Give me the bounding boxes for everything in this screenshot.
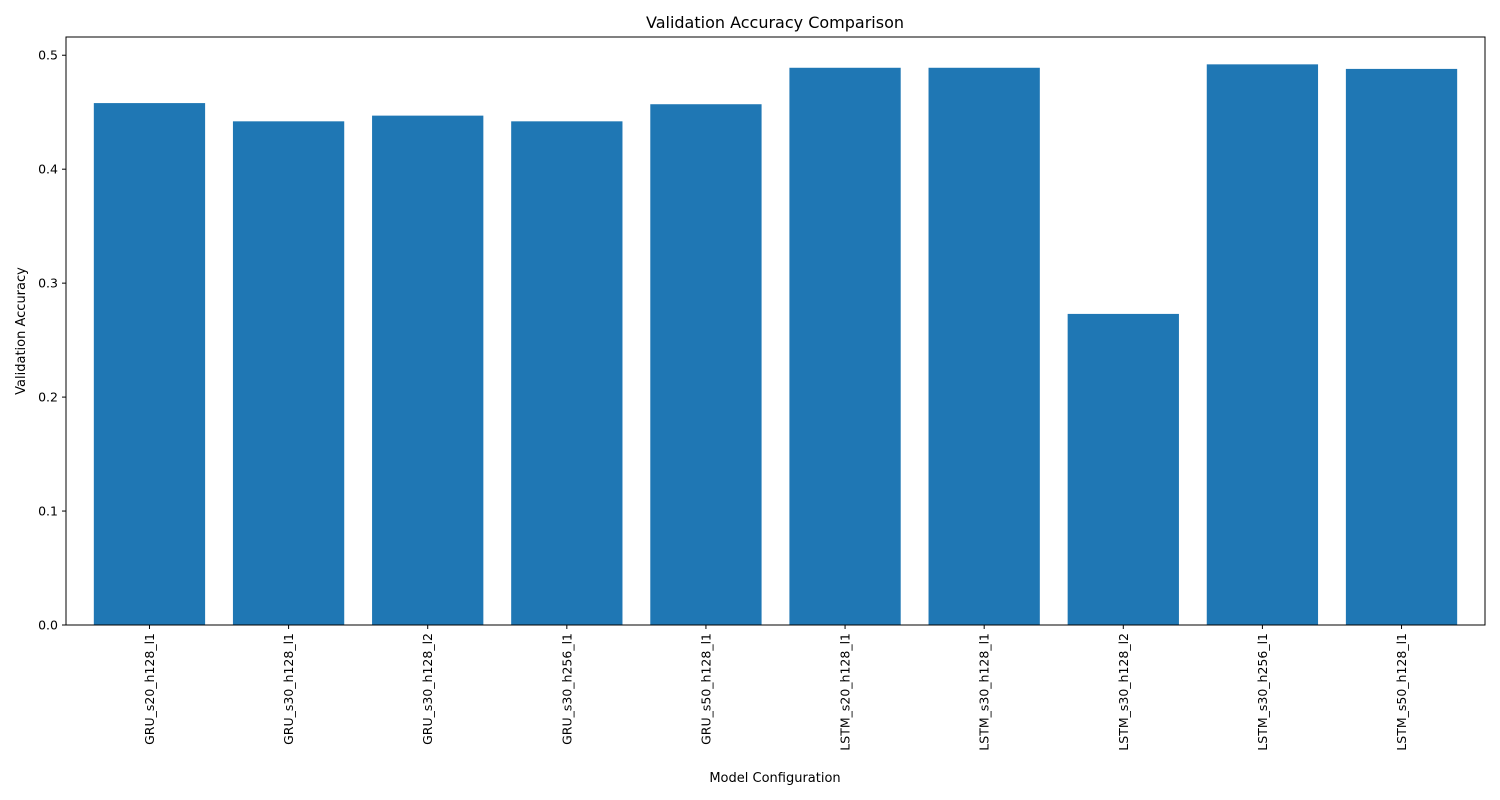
bars-group: [93, 64, 1458, 626]
y-tick-label: 0.1: [38, 504, 58, 519]
bar-GRU_s20_h128_l1: [93, 103, 206, 626]
bar-GRU_s30_h128_l1: [232, 121, 345, 625]
x-axis-label: Model Configuration: [709, 771, 840, 786]
x-tick-label: LSTM_s30_h128_l1: [977, 633, 992, 751]
x-tick-label: GRU_s50_h128_l1: [698, 633, 713, 745]
x-tick-label: LSTM_s20_h128_l1: [838, 633, 853, 751]
y-tick-label: 0.4: [38, 162, 58, 177]
y-tick-label: 0.0: [38, 618, 58, 633]
x-tick-label: GRU_s20_h128_l1: [142, 633, 157, 745]
bar-LSTM_s30_h128_l2: [1067, 313, 1179, 625]
x-tick-label: GRU_s30_h256_l1: [559, 633, 574, 745]
x-tick-label: GRU_s30_h128_l2: [420, 633, 435, 745]
x-tick-label: GRU_s30_h128_l1: [281, 633, 296, 745]
x-axis: GRU_s20_h128_l1 GRU_s30_h128_l1 GRU_s30_h1…: [142, 625, 1409, 751]
bar-GRU_s50_h128_l1: [650, 104, 762, 626]
y-tick-label: 0.2: [38, 390, 58, 405]
bar-GRU_s30_h256_l1: [511, 121, 623, 625]
plot-frame: [65, 36, 1486, 626]
bar-LSTM_s50_h128_l1: [1345, 68, 1458, 625]
y-axis-label: Validation Accuracy: [14, 267, 29, 395]
bar-LSTM_s30_h128_l1: [928, 67, 1040, 625]
y-tick-label: 0.5: [38, 48, 58, 63]
y-axis: 0.0 0.1 0.2 0.3 0.4 0.5: [38, 48, 66, 633]
x-tick-label: LSTM_s30_h128_l2: [1116, 633, 1131, 751]
bar-GRU_s30_h128_l2: [372, 115, 484, 625]
chart-title: Validation Accuracy Comparison: [646, 13, 904, 32]
bar-LSTM_s20_h128_l1: [789, 67, 901, 625]
bar-LSTM_s30_h256_l1: [1206, 64, 1319, 626]
x-tick-label: LSTM_s50_h128_l1: [1394, 633, 1409, 751]
y-tick-label: 0.3: [38, 276, 58, 291]
x-tick-label: LSTM_s30_h256_l1: [1255, 633, 1270, 751]
